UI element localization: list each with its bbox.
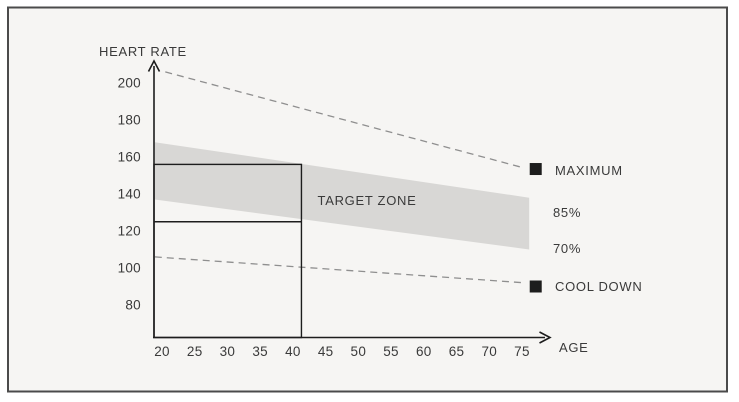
cool-down-marker (529, 280, 542, 293)
chart-geometry: 20 25 30 35 40 45 50 55 60 65 70 75 200 180 160 140 120 1… (7, 6, 728, 393)
y-tick-label: 80 (125, 298, 141, 313)
x-tick-label: 65 (449, 344, 465, 359)
x-tick-label: 30 (220, 344, 236, 359)
x-tick-label: 75 (514, 344, 530, 359)
y-tick-label: 100 (118, 261, 141, 276)
reference-box (153, 163, 303, 339)
x-tick-label: 40 (285, 344, 301, 359)
y-tick-label: 200 (118, 76, 141, 91)
target-zone-label: TARGET ZONE (318, 193, 417, 208)
cool-down-series-label: COOL DOWN (555, 279, 642, 294)
x-tick-label: 70 (481, 344, 497, 359)
zone-upper-percent-label: 85% (553, 205, 581, 220)
y-tick-label: 180 (118, 113, 141, 128)
x-tick-label: 50 (351, 344, 367, 359)
target-zone-band (154, 142, 530, 250)
x-tick-label: 45 (318, 344, 334, 359)
cool-down-line (154, 256, 525, 284)
x-tick-label: 20 (154, 344, 170, 359)
x-tick-label: 60 (416, 344, 432, 359)
y-axis-title: HEART RATE (99, 44, 187, 59)
y-tick-label: 160 (118, 150, 141, 165)
y-tick-label: 140 (118, 187, 141, 202)
x-axis-title: AGE (559, 340, 589, 355)
maximum-heart-rate-marker (529, 163, 542, 176)
zone-lower-percent-label: 70% (553, 241, 581, 256)
x-axis-arrow-icon (539, 331, 552, 344)
x-tick-label: 35 (252, 344, 268, 359)
y-tick-label: 120 (118, 224, 141, 239)
maximum-heart-rate-line (165, 71, 525, 169)
x-tick-label: 55 (383, 344, 399, 359)
x-tick-label: 25 (187, 344, 203, 359)
maximum-series-label: MAXIMUM (555, 163, 623, 178)
y-axis-arrow-icon (147, 59, 161, 72)
